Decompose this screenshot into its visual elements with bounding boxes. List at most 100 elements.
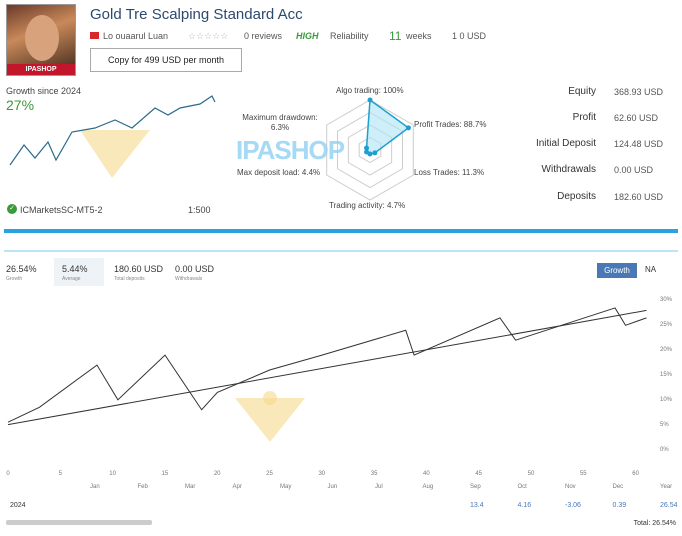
radar-point (405, 125, 411, 131)
table-total: Total: 26.54% (633, 520, 676, 527)
mini-chart-watermark (80, 130, 150, 178)
price: 1 0 USD (452, 31, 487, 41)
month-value: 4.16 (517, 502, 532, 509)
month-header: Jan (90, 484, 100, 490)
growth-value: 27% (6, 97, 35, 113)
month-value: -3.06 (565, 502, 581, 509)
chart-watermark-icon (235, 391, 305, 442)
flag-icon (90, 32, 99, 39)
author-link[interactable]: Lo ouaarul Luan (103, 31, 169, 41)
stat-value: 5.44% (62, 264, 88, 274)
stat-withdrawals[interactable]: 0.00 USD Withdrawals (175, 264, 214, 282)
x-tick-label: 30 (318, 471, 325, 477)
y-tick-label: 5% (660, 422, 669, 428)
radar-label-loss: Loss Trades: 11.3% (414, 168, 485, 177)
stat-average-highlight (54, 258, 104, 286)
deposits-value: 182.60 USD (614, 192, 664, 202)
month-header: Dec (612, 484, 624, 490)
x-tick-label: 0 (6, 471, 10, 477)
month-value: 0.39 (612, 502, 627, 509)
month-header: Nov (565, 484, 576, 490)
x-tick-label: 5 (59, 471, 63, 477)
reliability-label: Reliability (330, 31, 369, 41)
table-year: 2024 (10, 502, 26, 509)
horizontal-scrollbar[interactable] (6, 520, 152, 525)
radar-point (364, 149, 370, 155)
stat-value: 26.54% (6, 264, 37, 274)
y-tick-label: 30% (660, 297, 673, 303)
deposits-label: Deposits (557, 191, 596, 202)
stat-growth[interactable]: 26.54% Growth (6, 264, 37, 282)
month-header: Oct (517, 484, 527, 490)
stars-icon: ☆☆☆☆☆ (188, 31, 229, 41)
month-header: Year (660, 484, 673, 490)
radar-label-activity: Trading activity: 4.7% (329, 201, 406, 210)
x-tick-label: 40 (423, 471, 430, 477)
copy-button[interactable]: Copy for 499 USD per month (90, 48, 242, 72)
initial-deposit-label: Initial Deposit (535, 138, 596, 149)
reliability-badge: HIGH (296, 31, 319, 41)
broker-name: ICMarketsSC-MT5-2 (20, 205, 103, 215)
reviews-link[interactable]: 0 reviews (244, 31, 283, 41)
page-title[interactable]: Gold Tre Scalping Standard Acc (90, 6, 303, 23)
radar-point (364, 145, 370, 151)
radar-grid (326, 99, 414, 201)
month-header: Feb (137, 484, 148, 490)
x-tick-label: 45 (475, 471, 482, 477)
avatar-caption: IPASHOP (7, 64, 75, 75)
equity-label: Equity (568, 86, 596, 97)
weeks-label: weeks (406, 31, 432, 41)
y-tick-label: 20% (660, 347, 673, 353)
stat-value: 180.60 USD (114, 264, 164, 274)
stat-label: Growth (6, 276, 23, 282)
stat-value: 0.00 USD (175, 264, 215, 274)
month-header: Jun (327, 484, 338, 490)
profit-label: Profit (572, 112, 596, 123)
x-tick-label: 10 (109, 471, 116, 477)
radar-label-profit: Profit Trades: 88.7% (414, 120, 487, 129)
month-header: Apr (232, 484, 242, 490)
radar-point (367, 97, 373, 103)
radar-label-algo: Algo trading: 100% (336, 86, 404, 95)
equity-value: 368.93 USD (614, 87, 664, 97)
radar-label-drawdown: Maximum drawdown: 6.3% (242, 113, 318, 132)
section-divider-light (4, 250, 678, 252)
y-tick-label: 10% (660, 397, 673, 403)
month-header: Mar (185, 484, 196, 490)
trend-line (7, 309, 647, 426)
month-header: May (280, 484, 292, 490)
stat-deposits[interactable]: 180.60 USD Total deposits (114, 264, 163, 282)
leverage: 1:500 (188, 205, 211, 215)
month-header: Aug (422, 484, 434, 490)
profit-value: 62.60 USD (614, 113, 659, 123)
x-tick-label: 60 (632, 471, 639, 477)
stat-average[interactable]: 5.44% Average (62, 264, 88, 282)
weeks-value: 11 (389, 29, 402, 43)
month-value: 13.4 (470, 502, 484, 509)
growth-chart: 30% 25% 20% 15% 10% 5% 0% 0 5 10 15 20 25 30 35 40 45 50 5… (6, 297, 673, 477)
radar-label-load: Max deposit load: 4.4% (237, 168, 321, 177)
section-divider (4, 229, 678, 233)
x-tick-label: 50 (528, 471, 535, 477)
x-tick-label: 55 (580, 471, 587, 477)
initial-deposit-value: 124.48 USD (614, 139, 664, 149)
mini-chart-line (9, 95, 216, 166)
withdrawals-value: 0.00 USD (614, 165, 654, 175)
radar-chart (326, 97, 414, 201)
month-header: Sep (470, 484, 481, 490)
stat-label: Average (62, 276, 81, 282)
x-tick-label: 15 (162, 471, 169, 477)
tab-other[interactable]: NA (645, 265, 657, 274)
withdrawals-label: Withdrawals (541, 164, 596, 175)
x-tick-label: 35 (371, 471, 378, 477)
stat-label: Total deposits (114, 276, 145, 282)
y-tick-label: 25% (660, 322, 673, 328)
tab-growth[interactable]: Growth (597, 263, 637, 278)
y-tick-label: 15% (660, 372, 673, 378)
x-tick-label: 20 (214, 471, 221, 477)
mini-growth-chart (9, 95, 216, 178)
avatar: IPASHOP (6, 4, 76, 76)
verified-icon: ✓ (7, 204, 17, 214)
month-header: Jul (375, 484, 383, 490)
stat-label: Withdrawals (175, 276, 203, 282)
